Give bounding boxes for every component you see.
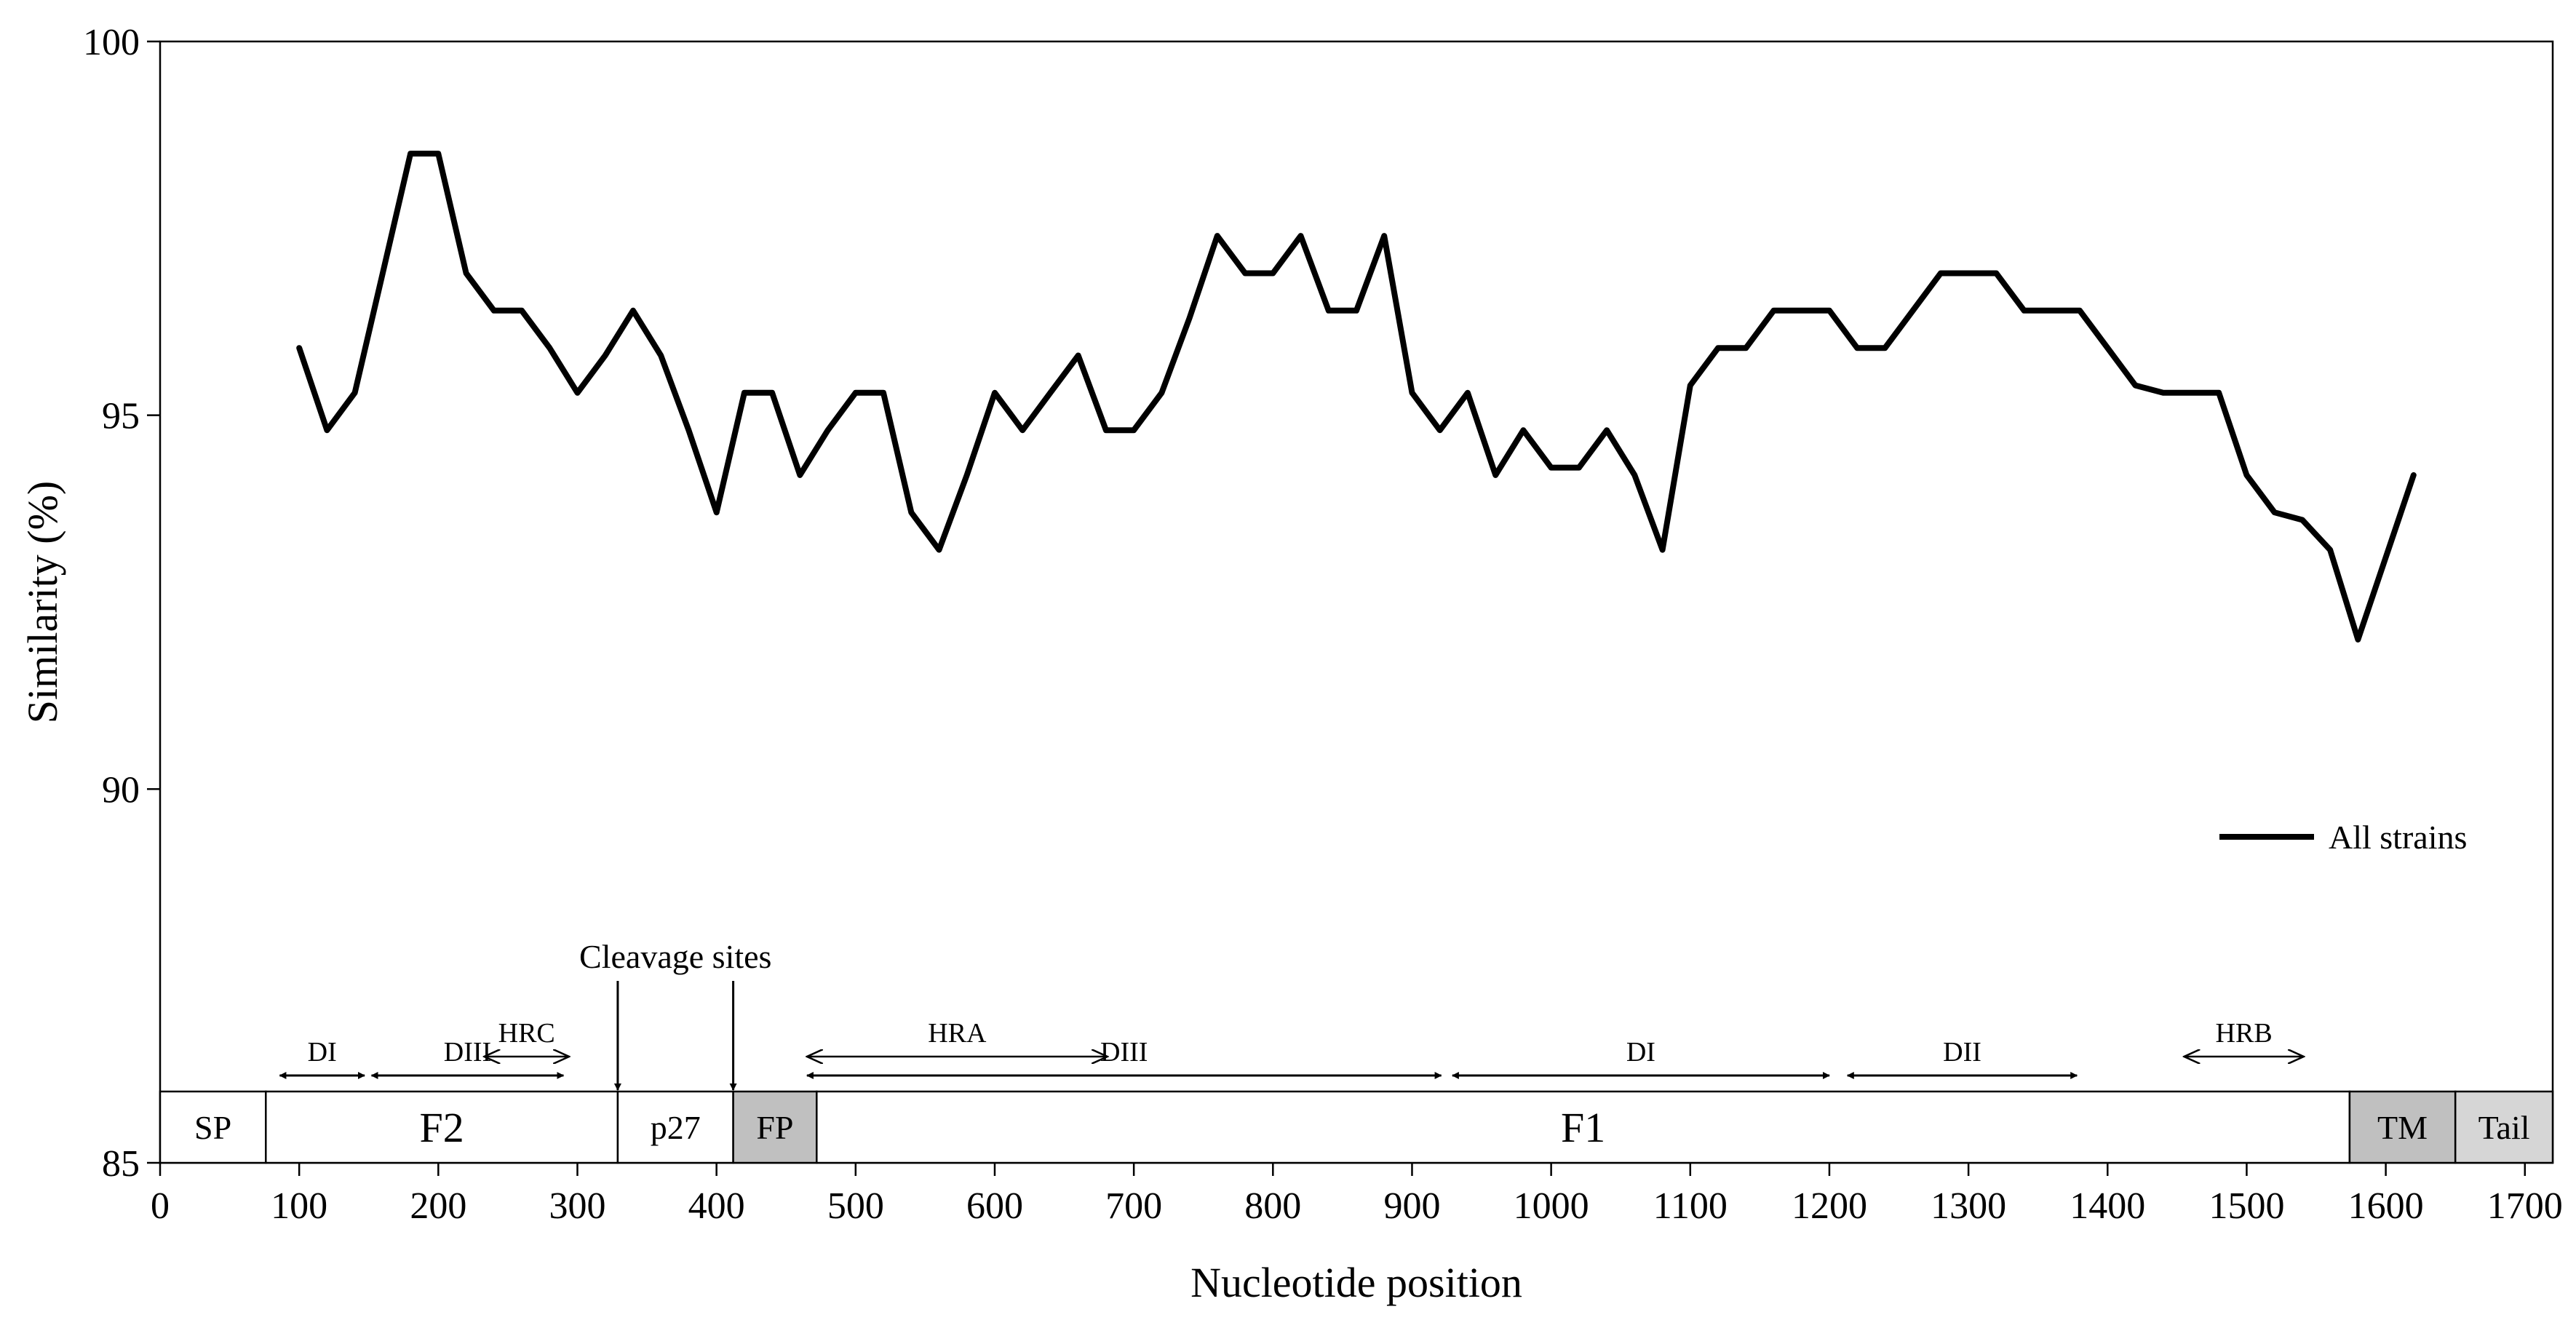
x-tick-label: 0 [151,1185,170,1227]
region-fp-label: FP [756,1109,793,1146]
domain-diii-label: DIII [444,1037,491,1067]
region-tm-label: TM [2377,1109,2428,1146]
y-tick-label: 85 [102,1143,140,1185]
region-sp-label: SP [194,1109,231,1146]
y-tick-label: 95 [102,396,140,437]
x-tick-label: 900 [1383,1185,1440,1227]
region-f1-label: F1 [1561,1104,1605,1151]
plot-frame [159,40,2554,1164]
region-f2-box [265,1090,619,1164]
region-tail-label: Tail [2478,1109,2530,1146]
region-f2-label: F2 [419,1104,464,1151]
y-axis-title: Similarity (%) [19,481,66,723]
x-tick-label: 1200 [1792,1185,1867,1227]
x-tick-label: 300 [549,1185,605,1227]
domain-diii-label: DIII [1100,1037,1148,1067]
plot-area [159,40,2554,1164]
x-tick-label: 800 [1244,1185,1301,1227]
series-line-all-strains [296,151,2417,643]
x-tick-label: 1000 [1514,1185,1589,1227]
y-tick-label: 90 [102,769,140,811]
region-tm-box [2348,1090,2457,1164]
x-tick-label: 400 [688,1185,745,1227]
y-tick-label: 100 [83,22,140,63]
x-tick-label: 1400 [2070,1185,2145,1227]
cleavage-sites-label: Cleavage sites [579,938,771,975]
x-tick-label: 200 [410,1185,466,1227]
x-tick-label: 1700 [2487,1185,2563,1227]
legend-label: All strains [2329,819,2467,856]
region-p27-box [616,1090,734,1164]
x-tick-label: 500 [827,1185,884,1227]
x-tick-label: 600 [966,1185,1023,1227]
domain-hrb-label: HRB [2216,1018,2273,1049]
x-tick-label: 1100 [1653,1185,1728,1227]
x-tick-label: 700 [1105,1185,1162,1227]
region-f1-box [816,1090,2351,1164]
axes: 0 100 200 300 400 500 600 700 800 900 1000 1100 1200… [19,22,2563,1306]
domain-hrc-label: HRC [498,1018,555,1049]
region-p27-label: p27 [651,1109,701,1146]
domain-dii-label: DII [1943,1037,1981,1067]
domain-di-label: DI [308,1037,337,1067]
domain-di-label: DI [1626,1037,1655,1067]
region-sp-box [159,1090,267,1164]
legend: All strains [2219,819,2467,856]
domain-hra-label: HRA [928,1018,987,1049]
protein-region-map: SP F2 p27 FP F1 TM Tail [159,1090,2554,1164]
x-axis-title: Nucleotide position [1190,1259,1522,1306]
x-tick-label: 1500 [2209,1185,2284,1227]
x-tick-label: 100 [271,1185,327,1227]
x-tick-label: 1600 [2348,1185,2424,1227]
region-tail-box [2454,1090,2554,1164]
cleavage-annotation: Cleavage sites [579,938,771,1091]
x-tick-label: 1300 [1931,1185,2006,1227]
series-layer [296,151,2417,643]
